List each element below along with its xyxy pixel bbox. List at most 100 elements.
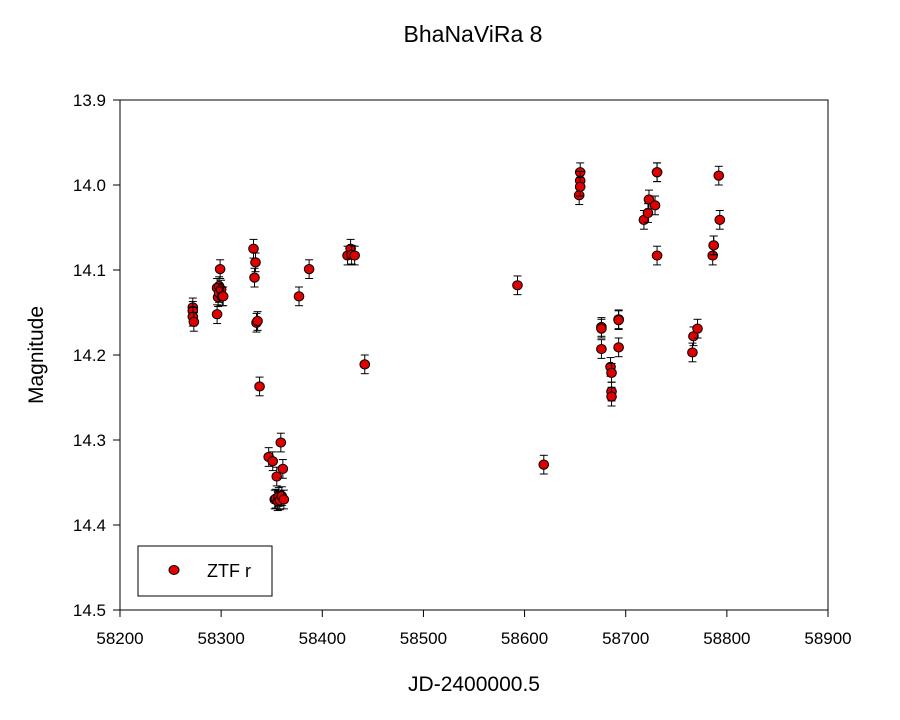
data-marker xyxy=(713,170,725,181)
data-marker xyxy=(574,181,586,192)
y-tick-label: 13.9 xyxy=(73,91,106,110)
data-point xyxy=(211,304,223,325)
y-axis-label: Magnitude xyxy=(25,306,48,404)
data-point xyxy=(252,311,263,331)
data-point xyxy=(714,210,726,230)
data-marker xyxy=(692,323,703,334)
legend: ZTF r xyxy=(137,545,273,597)
data-point xyxy=(512,275,523,296)
x-tick-label: 58800 xyxy=(703,629,750,648)
data-point xyxy=(250,252,261,273)
data-point xyxy=(651,162,663,183)
data-point xyxy=(606,363,617,383)
data-marker xyxy=(249,272,260,283)
x-tick-label: 58600 xyxy=(501,629,548,648)
data-marker xyxy=(687,347,698,358)
data-point xyxy=(574,176,586,197)
data-point xyxy=(573,185,585,206)
data-point xyxy=(275,432,287,453)
data-point xyxy=(606,386,617,407)
data-point xyxy=(248,238,259,259)
data-marker xyxy=(267,456,279,467)
data-point xyxy=(538,454,550,475)
data-marker xyxy=(214,264,226,275)
data-marker xyxy=(708,240,720,251)
data-points xyxy=(187,162,726,512)
y-tick-label: 14.4 xyxy=(73,516,106,535)
data-marker xyxy=(613,315,624,326)
data-point xyxy=(254,376,265,397)
data-marker xyxy=(188,316,200,327)
data-point xyxy=(271,466,283,487)
data-marker xyxy=(250,257,261,268)
data-marker xyxy=(651,250,663,261)
data-point xyxy=(214,259,226,279)
data-point xyxy=(613,310,624,330)
x-tick-label: 58400 xyxy=(299,629,346,648)
data-marker xyxy=(606,367,617,378)
y-tick-label: 14.1 xyxy=(73,261,106,280)
data-marker xyxy=(649,200,661,211)
data-point xyxy=(303,259,315,279)
data-marker xyxy=(252,315,263,327)
data-point xyxy=(596,318,607,339)
data-point xyxy=(613,337,624,358)
data-point xyxy=(708,235,720,256)
data-marker xyxy=(293,291,305,302)
data-point xyxy=(692,318,703,339)
data-point xyxy=(293,286,305,307)
data-marker xyxy=(271,471,283,482)
data-marker xyxy=(278,494,290,505)
data-point xyxy=(359,354,371,375)
x-tick-label: 58500 xyxy=(400,629,447,648)
data-marker xyxy=(651,167,663,178)
data-marker xyxy=(707,250,718,261)
y-tick-label: 14.2 xyxy=(73,346,106,365)
y-tick-label: 14.5 xyxy=(73,601,106,620)
chart-title: BhaNaViRa 8 xyxy=(404,21,543,47)
data-marker xyxy=(596,343,607,355)
data-point xyxy=(278,489,290,510)
data-marker xyxy=(512,280,523,291)
data-marker xyxy=(573,190,585,201)
y-axis: 13.9 14.0 14.1 14.2 14.3 14.4 14.5 xyxy=(73,91,120,620)
data-point xyxy=(188,312,200,332)
data-point xyxy=(687,342,698,363)
data-marker xyxy=(613,342,624,353)
y-tick-label: 14.3 xyxy=(73,431,106,450)
data-point xyxy=(349,245,360,266)
data-marker xyxy=(349,250,360,261)
y-tick-label: 14.0 xyxy=(73,176,106,195)
x-tick-label: 58900 xyxy=(804,629,851,648)
legend-marker xyxy=(168,565,180,575)
data-point xyxy=(217,286,229,307)
data-point xyxy=(651,245,663,266)
data-marker xyxy=(642,207,654,219)
data-marker xyxy=(606,391,617,402)
x-tick-label: 58700 xyxy=(602,629,649,648)
x-tick-label: 58300 xyxy=(198,629,245,648)
x-tick-label: 58200 xyxy=(96,629,143,648)
data-point xyxy=(649,195,661,216)
data-marker xyxy=(254,381,265,392)
x-axis-label: JD-2400000.5 xyxy=(408,673,540,696)
data-point xyxy=(267,451,279,472)
data-marker xyxy=(303,264,315,275)
data-marker xyxy=(277,463,289,474)
data-marker xyxy=(538,459,550,470)
data-marker xyxy=(359,359,371,370)
data-point xyxy=(277,459,289,479)
data-marker xyxy=(596,323,607,334)
data-marker xyxy=(275,437,287,448)
data-point xyxy=(596,339,607,359)
data-marker xyxy=(248,243,259,254)
data-marker xyxy=(714,214,726,225)
data-marker xyxy=(211,309,223,320)
legend-label: ZTF r xyxy=(207,561,251,581)
legend-box xyxy=(137,545,273,597)
data-point xyxy=(713,165,725,186)
data-point xyxy=(249,267,260,288)
data-point xyxy=(642,203,654,223)
x-axis: 58200 58300 58400 58500 58600 58700 58800 58900 xyxy=(96,610,852,648)
